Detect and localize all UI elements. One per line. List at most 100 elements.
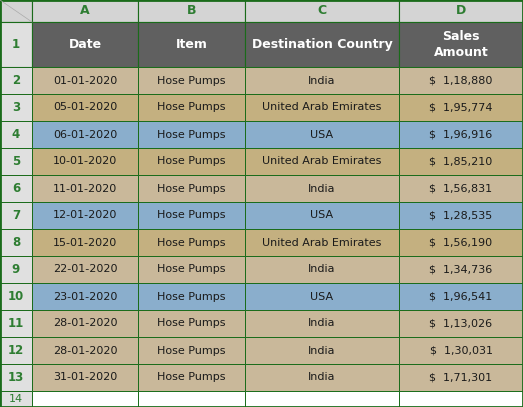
Text: $  1,30,031: $ 1,30,031 — [429, 346, 493, 355]
Text: India: India — [308, 372, 336, 383]
Text: 01-01-2020: 01-01-2020 — [53, 76, 117, 85]
Bar — [399, 256, 523, 283]
Text: 3: 3 — [12, 101, 20, 114]
Text: $  1,71,301: $ 1,71,301 — [429, 372, 493, 383]
Bar — [399, 310, 523, 337]
Text: $  1,13,026: $ 1,13,026 — [429, 319, 493, 328]
Text: $  1,95,774: $ 1,95,774 — [429, 103, 493, 112]
Bar — [32, 121, 138, 148]
Text: $  1,28,535: $ 1,28,535 — [429, 210, 493, 221]
Bar — [32, 364, 138, 391]
Text: 1: 1 — [12, 38, 20, 51]
Text: 12-01-2020: 12-01-2020 — [53, 210, 117, 221]
Text: 31-01-2020: 31-01-2020 — [53, 372, 117, 383]
Bar — [399, 94, 523, 121]
Text: United Arab Emirates: United Arab Emirates — [263, 157, 382, 166]
Bar — [138, 22, 245, 67]
Text: 6: 6 — [12, 182, 20, 195]
Bar — [0, 67, 32, 94]
Text: 5: 5 — [12, 155, 20, 168]
Text: Date: Date — [69, 38, 101, 51]
Bar — [399, 148, 523, 175]
Bar — [32, 256, 138, 283]
Bar — [32, 22, 138, 67]
Text: 7: 7 — [12, 209, 20, 222]
Text: 12: 12 — [8, 344, 24, 357]
Bar — [245, 310, 399, 337]
Bar — [399, 22, 523, 67]
Text: D: D — [456, 4, 466, 18]
Text: 06-01-2020: 06-01-2020 — [53, 129, 117, 140]
Text: 22-01-2020: 22-01-2020 — [53, 265, 117, 274]
Bar — [32, 94, 138, 121]
Bar — [399, 175, 523, 202]
Bar — [138, 148, 245, 175]
Text: 8: 8 — [12, 236, 20, 249]
Bar — [32, 202, 138, 229]
Bar — [0, 175, 32, 202]
Bar — [399, 391, 523, 407]
Text: Hose Pumps: Hose Pumps — [157, 210, 226, 221]
Text: India: India — [308, 265, 336, 274]
Bar — [0, 310, 32, 337]
Text: India: India — [308, 184, 336, 193]
Bar — [32, 310, 138, 337]
Text: United Arab Emirates: United Arab Emirates — [263, 103, 382, 112]
Text: Hose Pumps: Hose Pumps — [157, 291, 226, 302]
Text: USA: USA — [311, 129, 334, 140]
Bar — [138, 121, 245, 148]
Text: India: India — [308, 319, 336, 328]
Text: 4: 4 — [12, 128, 20, 141]
Bar — [245, 256, 399, 283]
Text: 28-01-2020: 28-01-2020 — [53, 346, 117, 355]
Bar — [245, 337, 399, 364]
Text: Hose Pumps: Hose Pumps — [157, 319, 226, 328]
Text: Item: Item — [176, 38, 208, 51]
Text: Hose Pumps: Hose Pumps — [157, 76, 226, 85]
Bar — [138, 283, 245, 310]
Text: Hose Pumps: Hose Pumps — [157, 103, 226, 112]
Text: 9: 9 — [12, 263, 20, 276]
Text: Hose Pumps: Hose Pumps — [157, 129, 226, 140]
Bar — [32, 0, 138, 22]
Bar — [399, 67, 523, 94]
Bar — [0, 337, 32, 364]
Bar — [399, 202, 523, 229]
Bar — [32, 337, 138, 364]
Bar — [138, 229, 245, 256]
Bar — [399, 364, 523, 391]
Bar — [32, 283, 138, 310]
Text: $  1,56,190: $ 1,56,190 — [429, 238, 493, 247]
Text: 11: 11 — [8, 317, 24, 330]
Bar — [0, 229, 32, 256]
Bar — [245, 391, 399, 407]
Bar — [32, 148, 138, 175]
Bar — [245, 229, 399, 256]
Text: United Arab Emirates: United Arab Emirates — [263, 238, 382, 247]
Bar — [245, 175, 399, 202]
Text: 2: 2 — [12, 74, 20, 87]
Bar — [138, 256, 245, 283]
Bar — [138, 364, 245, 391]
Text: 05-01-2020: 05-01-2020 — [53, 103, 117, 112]
Text: 10-01-2020: 10-01-2020 — [53, 157, 117, 166]
Text: $  1,96,916: $ 1,96,916 — [429, 129, 493, 140]
Bar — [138, 202, 245, 229]
Text: India: India — [308, 76, 336, 85]
Bar — [138, 175, 245, 202]
Text: 10: 10 — [8, 290, 24, 303]
Bar — [245, 202, 399, 229]
Bar — [245, 94, 399, 121]
Bar — [138, 310, 245, 337]
Bar — [32, 229, 138, 256]
Text: USA: USA — [311, 291, 334, 302]
Bar — [0, 256, 32, 283]
Text: 28-01-2020: 28-01-2020 — [53, 319, 117, 328]
Text: 11-01-2020: 11-01-2020 — [53, 184, 117, 193]
Bar — [138, 94, 245, 121]
Text: 14: 14 — [9, 394, 23, 404]
Bar — [245, 364, 399, 391]
Bar — [32, 67, 138, 94]
Bar — [0, 202, 32, 229]
Text: Hose Pumps: Hose Pumps — [157, 157, 226, 166]
